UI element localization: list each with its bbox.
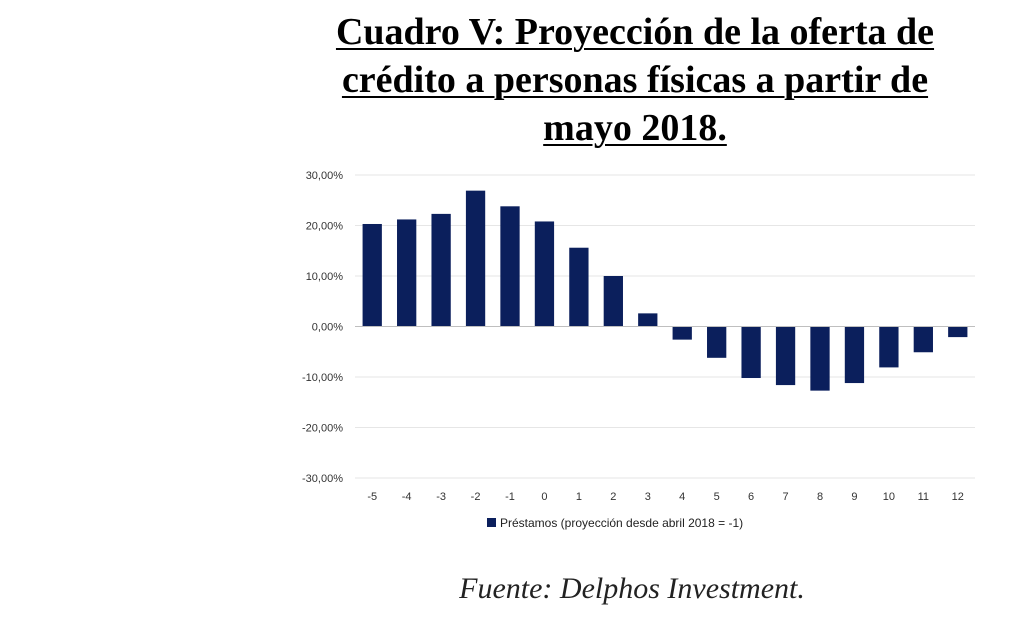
chart-title: Cuadro V: Proyección de la oferta de cré… <box>270 8 1000 152</box>
y-tick-label: -10,00% <box>302 372 343 384</box>
bar <box>775 326 796 386</box>
bar <box>638 313 658 327</box>
x-tick-label: 6 <box>748 491 754 503</box>
title-line-2: crédito a personas físicas a partir de <box>341 59 929 101</box>
bar <box>431 213 451 327</box>
bar <box>844 326 865 384</box>
bar <box>948 326 968 338</box>
y-tick-label: 10,00% <box>306 271 344 283</box>
bar <box>603 276 623 327</box>
y-tick-label: 20,00% <box>306 221 344 233</box>
bar <box>707 326 727 358</box>
bar <box>879 326 899 368</box>
y-tick-label: -20,00% <box>302 423 343 435</box>
x-tick-label: 11 <box>918 491 929 503</box>
bar <box>741 326 761 379</box>
bar <box>500 206 520 327</box>
x-tick-label: -4 <box>402 491 412 503</box>
x-tick-label: 12 <box>952 491 964 503</box>
x-tick-label: 7 <box>782 491 788 503</box>
x-tick-label: 5 <box>714 491 720 503</box>
source-note: Fuente: Delphos Investment. <box>459 572 805 605</box>
bar <box>362 223 382 327</box>
y-tick-label: -30,00% <box>302 473 343 485</box>
bar <box>534 221 555 327</box>
x-tick-label: 10 <box>883 491 895 503</box>
bar <box>569 247 589 327</box>
y-tick-label: 0,00% <box>312 322 343 334</box>
x-tick-label: 4 <box>679 491 685 503</box>
x-tick-label: -2 <box>471 491 481 503</box>
x-tick-label: 9 <box>851 491 857 503</box>
legend-swatch <box>487 518 496 527</box>
x-tick-label: -1 <box>505 491 515 503</box>
x-tick-label: -3 <box>436 491 446 503</box>
x-tick-label: 0 <box>541 491 547 503</box>
x-tick-label: -5 <box>367 491 377 503</box>
x-tick-label: 8 <box>817 491 823 503</box>
bar <box>913 326 933 353</box>
title-line-3: mayo 2018. <box>543 107 727 149</box>
bar <box>810 326 830 391</box>
bar <box>397 219 417 327</box>
y-tick-label: 30,00% <box>306 170 344 182</box>
x-tick-label: 1 <box>576 491 582 503</box>
bar <box>672 326 692 340</box>
legend-label: Préstamos (proyección desde abril 2018 =… <box>500 516 743 530</box>
bar <box>465 190 486 327</box>
bar-chart: 30,00%20,00%10,00%0,00%-10,00%-20,00%-30… <box>302 170 975 530</box>
title-line-1: Cuadro V: Proyección de la oferta de <box>335 11 935 53</box>
x-tick-label: 2 <box>610 491 616 503</box>
x-tick-label: 3 <box>645 491 651 503</box>
